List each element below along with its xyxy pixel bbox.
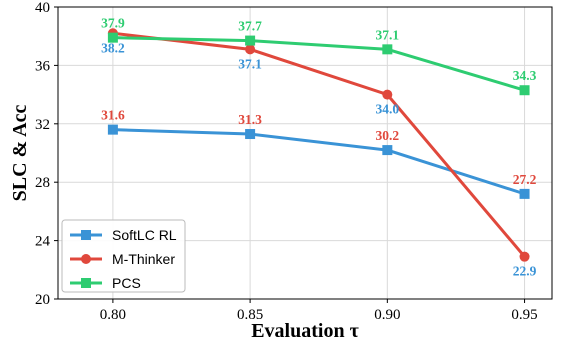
data-label: 38.2 xyxy=(101,40,125,55)
data-label: 27.2 xyxy=(513,172,537,187)
data-label: 22.9 xyxy=(513,264,537,279)
x-tick-label: 0.95 xyxy=(511,307,537,323)
x-tick-label: 0.80 xyxy=(100,307,126,323)
y-tick-label: 36 xyxy=(35,58,51,74)
legend-m-thinker-marker xyxy=(81,254,91,264)
data-label: 34.3 xyxy=(513,68,537,83)
data-label: 37.1 xyxy=(376,27,400,42)
softlc-rl-line xyxy=(112,128,526,196)
m-thinker-line xyxy=(112,31,526,258)
x-tick-label: 0.85 xyxy=(237,307,263,323)
data-label: 34.0 xyxy=(376,102,400,117)
pcs-point xyxy=(245,35,256,46)
data-labels: 31.6 31.3 30.2 27.2 38.2 37.1 34.0 22.9 37.9 37.7… xyxy=(101,16,537,279)
x-tick-label: 0.90 xyxy=(374,307,400,323)
data-label: 30.2 xyxy=(376,128,400,143)
pcs-point xyxy=(382,44,393,55)
legend-pcs-label: PCS xyxy=(112,275,141,291)
data-label: 37.1 xyxy=(238,56,262,71)
y-tick-label: 28 xyxy=(35,175,50,191)
pcs-point xyxy=(107,32,118,43)
softlc-rl-point xyxy=(519,188,530,199)
x-axis-label: Evaluation τ xyxy=(251,320,359,342)
data-label: 31.3 xyxy=(238,112,262,127)
legend-pcs-marker xyxy=(81,278,91,288)
y-axis-label: SLC & Acc xyxy=(9,105,31,202)
data-label: 37.9 xyxy=(101,16,125,31)
y-tick-label: 24 xyxy=(35,234,51,250)
m-thinker-point xyxy=(245,44,256,55)
axis-ticks: 20 24 28 32 36 40 0.80 0.85 0.90 0.95 xyxy=(35,0,538,323)
softlc-rl-point xyxy=(382,145,393,156)
legend-box xyxy=(61,219,186,293)
y-tick-label: 20 xyxy=(35,292,50,308)
m-thinker-point xyxy=(382,89,393,100)
legend-softlc-rl-label: SoftLC RL xyxy=(112,227,177,243)
legend-m-thinker-label: M-Thinker xyxy=(112,251,175,267)
plot-frame xyxy=(57,6,553,300)
pcs-point xyxy=(519,85,530,96)
y-tick-label: 40 xyxy=(35,0,50,16)
softlc-rl-point xyxy=(107,124,118,135)
m-thinker-point xyxy=(519,251,530,262)
y-tick-label: 32 xyxy=(35,117,50,133)
data-label: 31.6 xyxy=(101,108,125,123)
softlc-rl-point xyxy=(245,129,256,140)
data-label: 37.7 xyxy=(238,19,262,34)
legend-softlc-rl-marker xyxy=(81,230,91,240)
legend: SoftLC RL M-Thinker PCS xyxy=(61,219,186,293)
series-lines xyxy=(107,28,530,262)
pcs-line xyxy=(112,36,525,92)
